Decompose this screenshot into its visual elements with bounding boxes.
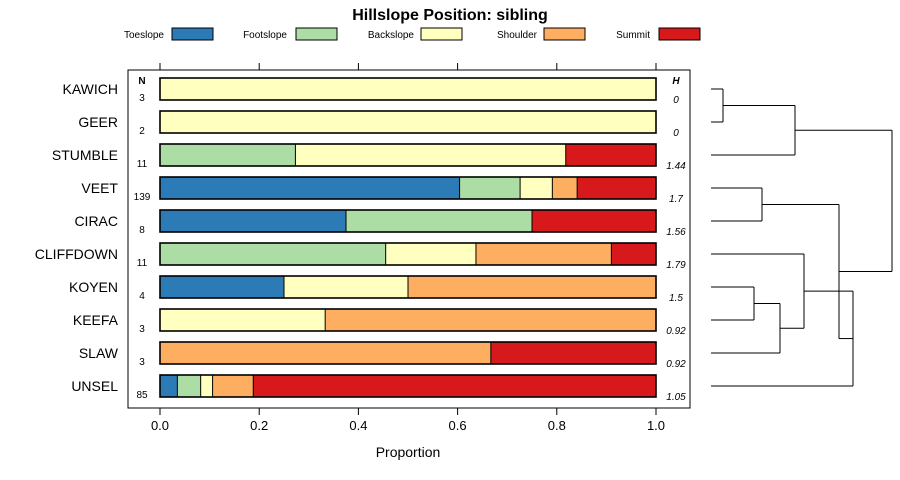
bar-segment-summit <box>611 243 656 265</box>
bar-segment-summit <box>577 177 656 199</box>
bar-segment-toeslope <box>160 375 178 397</box>
category-label-cliffdown: CLIFFDOWN <box>35 246 118 262</box>
bar-segment-backslope <box>520 177 553 199</box>
bar-outline <box>159 209 657 233</box>
n-value: 11 <box>137 258 148 269</box>
n-header: N <box>138 76 145 87</box>
h-value: 1.05 <box>666 392 686 403</box>
chart-title: Hillslope Position: sibling <box>352 7 548 24</box>
bar-outline <box>159 242 657 266</box>
bar-segment-footslope <box>177 375 201 397</box>
legend-label-toeslope: Toeslope <box>124 30 164 41</box>
bar-segment-shoulder <box>212 375 254 397</box>
h-value: 1.44 <box>666 161 686 172</box>
bar-segment-backslope <box>160 78 656 100</box>
n-value: 8 <box>139 225 145 236</box>
category-label-cirac: CIRAC <box>74 213 118 229</box>
bar-segment-footslope <box>346 210 532 232</box>
x-tick-label: 0.0 <box>151 418 169 433</box>
bar-segment-summit <box>490 342 656 364</box>
n-value: 3 <box>139 324 145 335</box>
bar-segment-summit <box>532 210 656 232</box>
legend-label-footslope: Footslope <box>243 30 287 41</box>
category-label-koyen: KOYEN <box>69 279 118 295</box>
category-label-unsel: UNSEL <box>71 378 118 394</box>
x-tick-label: 1.0 <box>647 418 665 433</box>
bar-outline <box>159 176 657 200</box>
bar-segment-backslope <box>295 144 566 166</box>
bar-outline <box>159 275 657 299</box>
bar-segment-footslope <box>160 243 386 265</box>
h-value: 1.56 <box>666 227 686 238</box>
n-value: 3 <box>139 357 145 368</box>
bar-segment-shoulder <box>475 243 612 265</box>
category-label-keefa: KEEFA <box>73 312 119 328</box>
bar-outline <box>159 110 657 134</box>
n-value: 11 <box>137 159 148 170</box>
x-axis-title: Proportion <box>376 444 441 460</box>
legend-label-backslope: Backslope <box>368 30 415 41</box>
n-value: 2 <box>139 126 145 137</box>
bar-segment-footslope <box>160 144 296 166</box>
bar-segment-summit <box>253 375 657 397</box>
bar-segment-shoulder <box>408 276 656 298</box>
x-axis: 0.0 0.2 0.4 0.6 0.8 1.0 <box>151 408 665 433</box>
h-value: 0 <box>673 95 679 106</box>
legend-label-shoulder: Shoulder <box>497 30 538 41</box>
h-value: 1.5 <box>669 293 683 304</box>
legend-swatch-backslope <box>420 27 463 41</box>
bar-segment-shoulder <box>325 309 656 331</box>
bar-segment-backslope <box>160 111 656 133</box>
category-label-stumble: STUMBLE <box>52 147 118 163</box>
legend-swatch-shoulder <box>543 27 586 41</box>
bar-outline <box>159 308 657 332</box>
category-label-slaw: SLAW <box>79 345 119 361</box>
h-value: 0 <box>673 128 679 139</box>
n-value: 139 <box>134 192 151 203</box>
bar-outline <box>159 341 657 365</box>
bar-segment-footslope <box>459 177 521 199</box>
legend-swatch-footslope <box>295 27 338 41</box>
bar-segment-toeslope <box>160 276 284 298</box>
n-value: 85 <box>136 390 148 401</box>
h-value: 1.7 <box>669 194 683 205</box>
x-tick-label: 0.6 <box>449 418 467 433</box>
legend: Toeslope Footslope Backslope Shoulder Summit <box>124 27 701 41</box>
bar-rows: KAWICH 3 0 GEER 2 0 STUMBLE 11 1.44 VEET 139 1.7 CIR… <box>35 77 686 403</box>
h-value: 1.79 <box>666 260 686 271</box>
bar-segment-backslope <box>160 309 326 331</box>
x-tick-label: 0.4 <box>349 418 367 433</box>
category-label-geer: GEER <box>78 114 118 130</box>
category-label-veet: VEET <box>81 180 118 196</box>
category-label-kawich: KAWICH <box>63 81 118 97</box>
legend-label-summit: Summit <box>616 30 650 41</box>
h-value: 0.92 <box>666 326 686 337</box>
h-value: 0.92 <box>666 359 686 370</box>
x-tick-label: 0.2 <box>250 418 268 433</box>
bar-segment-summit <box>565 144 656 166</box>
legend-swatch-summit <box>658 27 701 41</box>
bar-outline <box>159 143 657 167</box>
legend-swatch-toeslope <box>171 27 214 41</box>
x-tick-label: 0.8 <box>548 418 566 433</box>
n-value: 4 <box>139 291 145 302</box>
n-value: 3 <box>139 93 145 104</box>
bar-segment-backslope <box>200 375 213 397</box>
bar-segment-shoulder <box>552 177 578 199</box>
h-header: H <box>672 76 680 87</box>
top-axis-ticks <box>159 63 657 70</box>
bar-segment-shoulder <box>160 342 491 364</box>
bar-outline <box>159 77 657 101</box>
plot-frame <box>127 69 691 409</box>
bar-segment-toeslope <box>160 210 346 232</box>
bar-segment-backslope <box>284 276 408 298</box>
bar-outline <box>159 374 657 398</box>
bar-segment-toeslope <box>160 177 460 199</box>
bar-segment-backslope <box>385 243 476 265</box>
dendrogram <box>711 88 893 387</box>
